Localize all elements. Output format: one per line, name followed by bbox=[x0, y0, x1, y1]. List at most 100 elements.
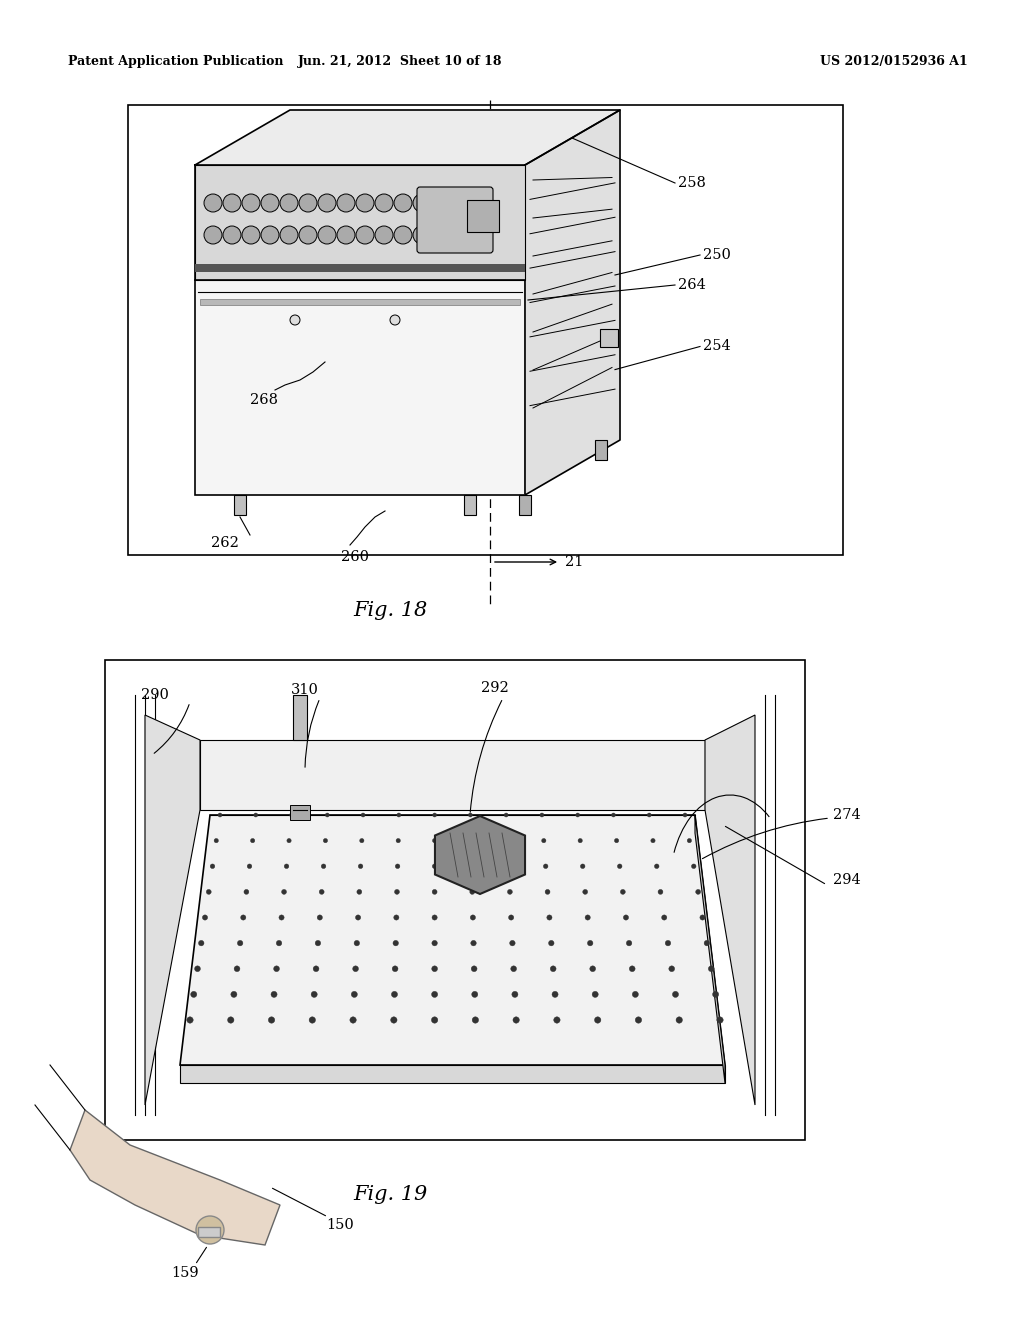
Circle shape bbox=[350, 1016, 356, 1023]
Polygon shape bbox=[435, 816, 525, 894]
Circle shape bbox=[510, 940, 515, 946]
Circle shape bbox=[311, 991, 317, 998]
Bar bbox=[293, 696, 307, 741]
Circle shape bbox=[196, 1216, 224, 1243]
Circle shape bbox=[273, 966, 280, 972]
Circle shape bbox=[218, 813, 222, 817]
Circle shape bbox=[552, 991, 558, 998]
Bar bbox=[200, 300, 520, 305]
Circle shape bbox=[647, 813, 651, 817]
Circle shape bbox=[673, 991, 679, 998]
Circle shape bbox=[554, 1016, 560, 1023]
Circle shape bbox=[299, 226, 317, 244]
Text: US 2012/0152936 A1: US 2012/0152936 A1 bbox=[820, 55, 968, 69]
Circle shape bbox=[630, 966, 635, 972]
Polygon shape bbox=[195, 110, 620, 165]
Circle shape bbox=[617, 865, 622, 869]
Circle shape bbox=[432, 865, 437, 869]
Circle shape bbox=[190, 991, 197, 998]
Circle shape bbox=[261, 226, 279, 244]
Circle shape bbox=[223, 226, 241, 244]
Circle shape bbox=[280, 194, 298, 213]
Circle shape bbox=[542, 838, 546, 842]
Circle shape bbox=[687, 838, 691, 842]
Text: 258: 258 bbox=[678, 176, 706, 190]
Circle shape bbox=[472, 1016, 478, 1023]
Circle shape bbox=[280, 226, 298, 244]
Circle shape bbox=[396, 838, 400, 842]
Bar bbox=[234, 495, 246, 515]
Circle shape bbox=[468, 813, 472, 817]
Circle shape bbox=[357, 890, 361, 895]
Circle shape bbox=[583, 890, 588, 895]
Circle shape bbox=[469, 838, 473, 842]
Circle shape bbox=[635, 1016, 642, 1023]
Circle shape bbox=[279, 915, 284, 920]
Circle shape bbox=[545, 890, 550, 895]
Circle shape bbox=[356, 226, 374, 244]
Circle shape bbox=[313, 966, 318, 972]
Circle shape bbox=[550, 966, 556, 972]
Circle shape bbox=[354, 940, 359, 946]
Circle shape bbox=[691, 865, 696, 869]
Circle shape bbox=[683, 813, 687, 817]
Circle shape bbox=[309, 1016, 315, 1023]
Circle shape bbox=[513, 1016, 519, 1023]
Text: 21: 21 bbox=[565, 111, 584, 125]
Bar bbox=[519, 495, 531, 515]
Circle shape bbox=[375, 194, 393, 213]
Bar bbox=[128, 106, 843, 554]
Text: 290: 290 bbox=[141, 688, 169, 702]
Circle shape bbox=[390, 315, 400, 325]
Circle shape bbox=[508, 890, 512, 895]
Circle shape bbox=[337, 194, 355, 213]
Circle shape bbox=[506, 865, 511, 869]
Circle shape bbox=[614, 838, 618, 842]
Circle shape bbox=[285, 865, 289, 869]
Circle shape bbox=[244, 890, 249, 895]
Circle shape bbox=[470, 890, 475, 895]
Circle shape bbox=[595, 1016, 601, 1023]
Polygon shape bbox=[145, 715, 200, 1105]
Polygon shape bbox=[705, 715, 755, 1105]
Circle shape bbox=[318, 194, 336, 213]
Bar bbox=[467, 201, 499, 232]
Circle shape bbox=[413, 226, 431, 244]
Circle shape bbox=[234, 966, 240, 972]
Circle shape bbox=[575, 813, 580, 817]
Circle shape bbox=[290, 315, 300, 325]
Circle shape bbox=[271, 991, 278, 998]
Circle shape bbox=[210, 865, 215, 869]
Text: 21: 21 bbox=[565, 554, 584, 569]
Circle shape bbox=[432, 915, 437, 920]
Circle shape bbox=[247, 865, 252, 869]
Circle shape bbox=[624, 915, 629, 920]
Text: 262: 262 bbox=[211, 536, 239, 550]
Circle shape bbox=[230, 991, 237, 998]
Circle shape bbox=[662, 915, 667, 920]
Circle shape bbox=[322, 865, 326, 869]
Circle shape bbox=[268, 1016, 274, 1023]
Circle shape bbox=[666, 940, 671, 946]
Circle shape bbox=[472, 991, 478, 998]
Circle shape bbox=[319, 890, 325, 895]
Circle shape bbox=[199, 940, 204, 946]
Circle shape bbox=[544, 865, 548, 869]
Circle shape bbox=[432, 813, 436, 817]
Circle shape bbox=[261, 194, 279, 213]
Circle shape bbox=[632, 991, 638, 998]
Circle shape bbox=[676, 1016, 682, 1023]
Circle shape bbox=[432, 940, 437, 946]
Circle shape bbox=[390, 1016, 397, 1023]
Bar bbox=[105, 660, 805, 1140]
Circle shape bbox=[238, 940, 243, 946]
Circle shape bbox=[290, 813, 294, 817]
Circle shape bbox=[394, 890, 399, 895]
Circle shape bbox=[282, 890, 287, 895]
Circle shape bbox=[214, 838, 218, 842]
Circle shape bbox=[695, 890, 700, 895]
Circle shape bbox=[705, 940, 710, 946]
Circle shape bbox=[431, 991, 437, 998]
Circle shape bbox=[547, 915, 552, 920]
Bar bbox=[195, 165, 525, 495]
